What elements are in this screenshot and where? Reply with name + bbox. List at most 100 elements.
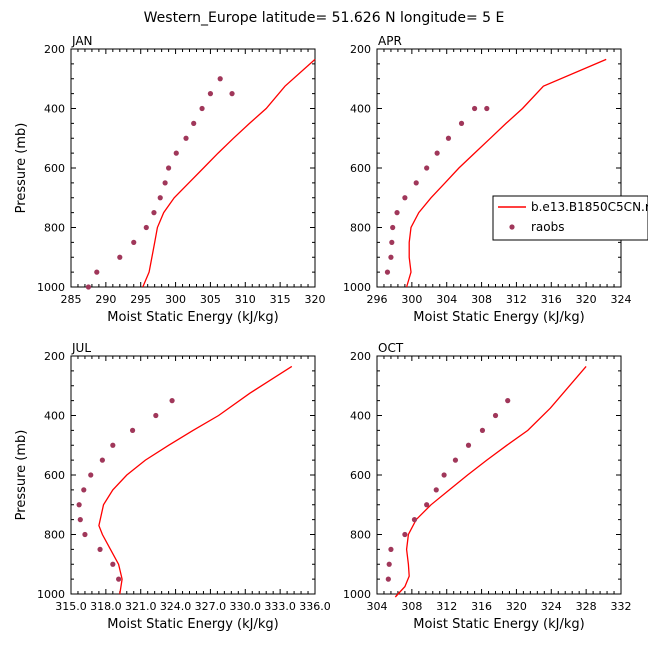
x-tick-label: 316: [471, 600, 492, 613]
series-point-raobs: [94, 269, 100, 275]
y-tick-label: 200: [350, 43, 371, 56]
legend-box: [492, 195, 648, 241]
panel-jul: 315.0 318.0 321.0 324.0 327.0 330.0 333.0 336.0…: [14, 341, 331, 632]
y-tick-label: 200: [350, 350, 371, 363]
series-point-raobs: [445, 135, 452, 141]
x-tick-label: 305: [200, 293, 221, 306]
series-point-raobs: [169, 398, 175, 404]
series-point-raobs: [117, 254, 123, 260]
x-tick-label: 332: [611, 600, 632, 613]
series-point-raobs: [389, 239, 395, 245]
y-axis-label: Pressure (mb): [14, 123, 29, 214]
x-tick-label: 290: [95, 293, 116, 306]
series-point-raobs: [183, 135, 189, 141]
y-tick-label: 600: [44, 469, 65, 482]
panel-label: OCT: [378, 341, 404, 355]
y-tick-label: 600: [44, 162, 65, 175]
series-line-model: [142, 58, 316, 288]
series-point-raobs: [390, 224, 396, 231]
series-point-raobs: [385, 576, 391, 582]
series-point-raobs: [402, 195, 408, 201]
y-tick-label: 800: [44, 529, 65, 542]
legend-label-model: b.e13.B1850C5CN.ra: [531, 200, 648, 214]
series-point-raobs: [191, 120, 197, 126]
series-point-raobs: [492, 412, 499, 419]
series-point-raobs: [458, 120, 465, 126]
panel-jan: 285 290 295 300 305 310 315 320 200 400 600 800 1000…: [14, 34, 326, 325]
series-point-raobs: [97, 546, 103, 552]
y-tick-label: 200: [44, 350, 65, 363]
x-tick-label: 328: [576, 600, 597, 613]
series-point-raobs: [433, 487, 439, 493]
series-point-raobs: [388, 254, 394, 260]
legend-marker-sample: [509, 224, 515, 230]
x-tick-label: 320: [305, 293, 326, 306]
series-point-raobs: [413, 180, 419, 186]
x-tick-label: 308: [401, 600, 422, 613]
series-point-raobs: [465, 442, 472, 448]
series-point-raobs: [388, 546, 394, 552]
series-point-raobs: [131, 239, 137, 245]
series-point-raobs: [151, 210, 157, 216]
series-point-raobs: [424, 165, 430, 171]
x-tick-label: 318.0: [90, 600, 122, 613]
legend-label-obs: raobs: [531, 220, 565, 234]
y-tick-label: 200: [44, 43, 65, 56]
x-tick-label: 304: [367, 600, 388, 613]
x-tick-label: 285: [61, 293, 82, 306]
x-tick-label: 308: [471, 293, 492, 306]
x-tick-label: 296: [367, 293, 388, 306]
y-tick-label: 800: [44, 222, 65, 235]
series-point-raobs: [143, 224, 149, 231]
series-point-raobs: [402, 531, 408, 538]
series-point-raobs: [472, 105, 478, 112]
x-tick-label: 300: [165, 293, 186, 306]
series-point-raobs: [229, 91, 235, 97]
y-tick-label: 1000: [37, 588, 65, 601]
series-point-raobs: [162, 180, 168, 186]
plot-frame: [70, 355, 316, 595]
panel-label: APR: [378, 34, 402, 48]
figure-title: Western_Europe latitude= 51.626 N longit…: [144, 10, 505, 26]
series-point-raobs: [386, 561, 392, 567]
x-tick-label: 333.0: [264, 600, 296, 613]
x-tick-label: 304: [436, 293, 457, 306]
x-tick-label: 321.0: [125, 600, 157, 613]
series-point-raobs: [85, 284, 92, 290]
series-point-raobs: [110, 561, 116, 567]
series-point-raobs: [157, 195, 163, 201]
x-tick-label: 330.0: [230, 600, 262, 613]
series-point-raobs: [88, 472, 94, 478]
series-point-raobs: [505, 398, 511, 404]
x-tick-label: 315: [270, 293, 291, 306]
series-point-raobs: [199, 105, 205, 112]
series-point-raobs: [452, 457, 459, 463]
plot-frame: [376, 48, 622, 288]
series-point-raobs: [166, 165, 172, 171]
y-tick-label: 400: [44, 103, 65, 116]
x-tick-label: 327.0: [195, 600, 227, 613]
series-point-raobs: [424, 502, 430, 508]
panels: 285 290 295 300 305 310 315 320 200 400 600 800 1000…: [14, 34, 632, 632]
legend: b.e13.B1850C5CN.ra raobs: [492, 195, 648, 241]
x-axis-label: Moist Static Energy (kJ/kg): [413, 310, 584, 325]
series-point-raobs: [207, 91, 214, 97]
series-point-raobs: [153, 412, 159, 419]
y-tick-label: 1000: [37, 281, 65, 294]
y-tick-label: 400: [44, 410, 65, 423]
plot-frame: [376, 355, 622, 595]
y-tick-label: 1000: [343, 281, 371, 294]
x-tick-label: 310: [235, 293, 256, 306]
series-point-raobs: [384, 269, 391, 275]
x-tick-label: 300: [401, 293, 422, 306]
x-tick-label: 316: [541, 293, 562, 306]
panel-apr: 296 300 304 308 312 316 320 324 200 400 600 800 1000…: [343, 34, 632, 325]
series-point-raobs: [173, 150, 179, 156]
x-axis-label: Moist Static Energy (kJ/kg): [107, 617, 278, 632]
series-line-model: [98, 365, 293, 595]
series-point-raobs: [411, 517, 418, 523]
panel-label: JAN: [71, 34, 93, 48]
panel-oct: 304 308 312 316 320 324 328 332 200 400 600 800 1000…: [343, 341, 632, 632]
x-tick-label: 324.0: [160, 600, 192, 613]
